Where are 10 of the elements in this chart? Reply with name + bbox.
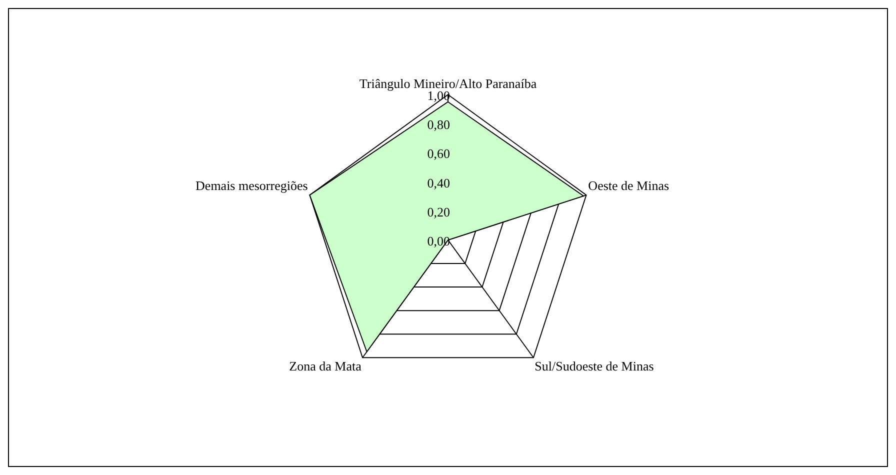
y-tick-label: 0,60 — [427, 146, 450, 162]
spoke-label: Oeste de Minas — [588, 178, 670, 194]
y-tick-label: 0,20 — [427, 204, 450, 220]
spoke-label: Demais mesorregiões — [196, 178, 308, 194]
y-tick-label: 0,40 — [427, 175, 450, 190]
y-tick-label: 0,00 — [427, 233, 450, 248]
spoke-label: Zona da Mata — [289, 358, 362, 374]
spoke-label: Sul/Sudoeste de Minas — [534, 358, 654, 374]
spoke-label: Triângulo Mineiro/Alto Paranaíba — [359, 76, 537, 92]
y-tick-label: 0,80 — [427, 117, 450, 132]
